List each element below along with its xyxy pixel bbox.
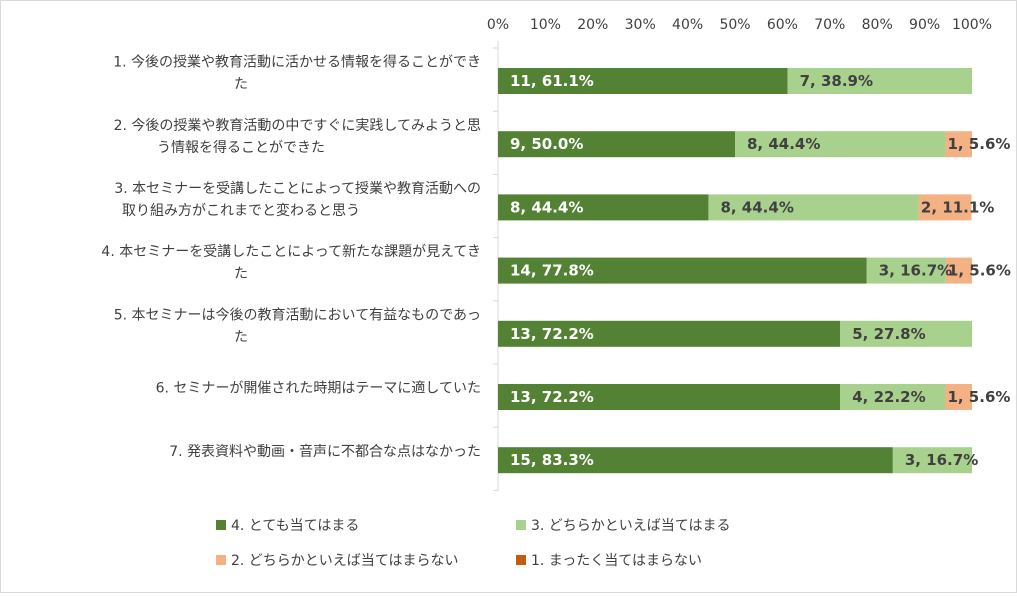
legend-label: 2. どちらかといえば当てはまらない bbox=[231, 553, 459, 569]
category-label-line: た bbox=[234, 329, 248, 345]
data-label: 1, 5.6% bbox=[947, 388, 1010, 406]
x-tick-label: 80% bbox=[862, 17, 893, 33]
bar-segment bbox=[498, 194, 709, 221]
data-label: 2, 11.1% bbox=[921, 198, 994, 216]
bar-segment bbox=[498, 320, 841, 347]
data-label: 9, 50.0% bbox=[510, 135, 583, 153]
bar-segment bbox=[945, 257, 972, 284]
legend-item: 2. どちらかといえば当てはまらない bbox=[216, 553, 459, 569]
bar-segment bbox=[735, 131, 946, 158]
legend-swatch bbox=[516, 520, 526, 530]
x-tick-label: 70% bbox=[814, 17, 845, 33]
data-label: 5, 27.8% bbox=[852, 325, 925, 343]
legend-item: 4. とても当てはまる bbox=[216, 518, 359, 534]
category-label-line: た bbox=[234, 77, 248, 93]
data-label: 13, 72.2% bbox=[510, 325, 594, 343]
legend-label: 1. まったく当てはまらない bbox=[531, 553, 702, 569]
data-label: 13, 72.2% bbox=[510, 388, 594, 406]
x-axis-ticks: 0% 10% 20% 30% 40% 50% 60% 70% 80% 90% 100% bbox=[487, 17, 992, 491]
bar-segment bbox=[498, 447, 893, 474]
legend-item: 1. まったく当てはまらない bbox=[516, 553, 702, 569]
category-label-line: 4. 本セミナーを受講したことによって新たな課題が見えてき bbox=[101, 244, 481, 260]
bar-segment bbox=[840, 384, 946, 410]
bar-segment bbox=[945, 384, 972, 410]
data-label: 8, 44.4% bbox=[747, 135, 820, 153]
category-label-line: 5. 本セミナーは今後の教育活動において有益なものであっ bbox=[114, 307, 481, 323]
x-tick-label: 10% bbox=[530, 17, 561, 33]
data-label: 3, 16.7% bbox=[905, 451, 978, 469]
category-label-line: う情報を得ることができた bbox=[157, 139, 325, 156]
legend-swatch bbox=[216, 555, 226, 565]
x-tick-label: 90% bbox=[909, 17, 940, 33]
bar-segment bbox=[708, 194, 919, 221]
category-label-line: 6. セミナーが開催された時期はテーマに適していた bbox=[156, 380, 481, 397]
category-label-line: 2. 今後の授業や教育活動の中ですぐに実践してみようと思 bbox=[114, 118, 481, 134]
bar-segment bbox=[787, 68, 972, 94]
x-tick-label: 100% bbox=[952, 17, 992, 33]
data-label: 11, 61.1% bbox=[510, 72, 594, 90]
category-label: 7. 発表資料や動画・音声に不都合な点はなかった bbox=[169, 443, 481, 460]
data-label: 4, 22.2% bbox=[852, 388, 925, 406]
bar-segment bbox=[840, 320, 972, 347]
data-label: 1, 5.6% bbox=[948, 262, 1011, 280]
data-label: 15, 83.3% bbox=[510, 451, 594, 469]
bar-segment bbox=[498, 131, 735, 158]
bar-segment bbox=[892, 447, 972, 474]
category-label-line: 1. 今後の授業や教育活動に活かせる情報を得ることができ bbox=[113, 54, 481, 71]
x-tick-label: 40% bbox=[672, 17, 703, 33]
x-tick-label: 30% bbox=[625, 17, 656, 33]
category-label: 3. 本セミナーを受講したことによって授業や教育活動への取り組み方がこれまでと変… bbox=[114, 181, 481, 219]
data-label: 1, 5.6% bbox=[947, 135, 1010, 153]
bar-segment bbox=[498, 384, 841, 410]
data-label: 8, 44.4% bbox=[510, 198, 583, 216]
data-label: 8, 44.4% bbox=[720, 198, 793, 216]
x-tick-label: 60% bbox=[767, 17, 798, 33]
category-label: 6. セミナーが開催された時期はテーマに適していた bbox=[156, 380, 481, 397]
legend-label: 3. どちらかといえば当てはまる bbox=[531, 518, 731, 534]
legend-label: 4. とても当てはまる bbox=[231, 518, 359, 534]
x-tick-label: 50% bbox=[719, 17, 750, 33]
data-label: 7, 38.9% bbox=[800, 72, 873, 90]
category-label-line: 3. 本セミナーを受講したことによって授業や教育活動への bbox=[114, 181, 481, 197]
legend: 4. とても当てはまる 3. どちらかといえば当てはまる 2. どちらかといえば当て… bbox=[216, 518, 731, 569]
bar-segment bbox=[945, 131, 972, 158]
legend-swatch bbox=[216, 520, 226, 530]
category-label-line: た bbox=[234, 266, 248, 282]
data-label: 3, 16.7% bbox=[879, 262, 952, 280]
bar-segment bbox=[498, 68, 788, 94]
bars: 11, 61.1% 7, 38.9% 9, 50.0% 8, 44.4% 1, 5.6%… bbox=[498, 68, 1011, 474]
data-label: 14, 77.8% bbox=[510, 262, 594, 280]
legend-item: 3. どちらかといえば当てはまる bbox=[516, 518, 731, 534]
legend-swatch bbox=[516, 555, 526, 565]
x-tick-label: 20% bbox=[577, 17, 608, 33]
x-tick-label: 0% bbox=[487, 17, 509, 33]
bar-segment bbox=[866, 257, 946, 284]
category-label-line: 取り組み方がこれまでと変わると思う bbox=[122, 202, 360, 219]
bar-segment bbox=[918, 194, 972, 221]
category-label-line: 7. 発表資料や動画・音声に不都合な点はなかった bbox=[169, 443, 481, 460]
bar-segment bbox=[498, 257, 867, 284]
